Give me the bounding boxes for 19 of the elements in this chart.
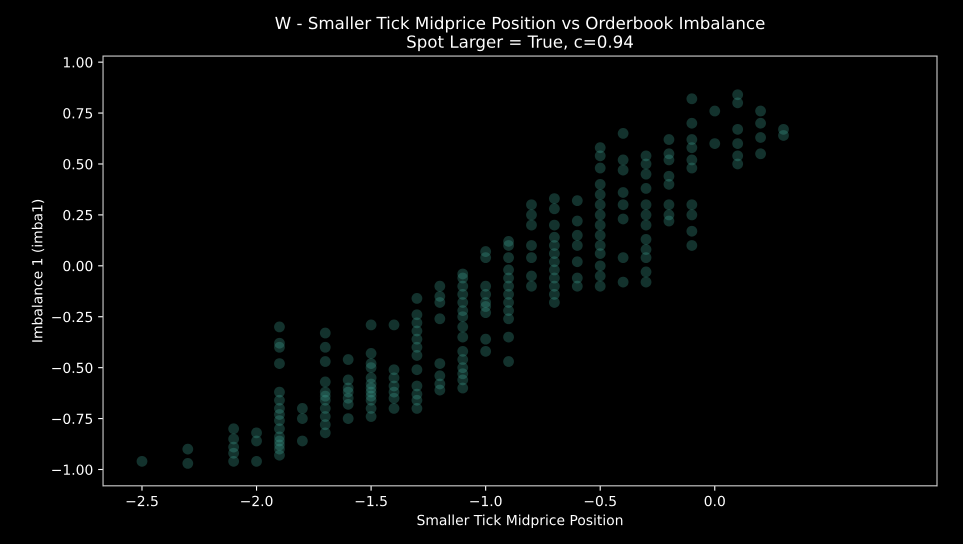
x-tick-label: −1.0 bbox=[470, 496, 502, 506]
y-tick-label: 0.00 bbox=[63, 260, 92, 272]
y-tick-label: −1.00 bbox=[52, 464, 92, 475]
y-tick-label: 0.25 bbox=[63, 210, 92, 220]
y-tick-label: 0.50 bbox=[63, 158, 92, 170]
x-tick-label: −0.5 bbox=[584, 496, 616, 506]
x-tick-label: 0.0 bbox=[704, 496, 725, 506]
x-axis-title: Smaller Tick Midprice Position bbox=[417, 514, 622, 528]
chart-subtitle: Spot Larger = True, c=0.94 bbox=[407, 35, 633, 52]
x-tick-label: −2.0 bbox=[241, 496, 272, 506]
chart-title: W - Smaller Tick Midprice Position vs Orderbook Imbalance bbox=[275, 16, 764, 32]
y-tick-label: 0.75 bbox=[63, 108, 92, 119]
y-axis-title: Imbalance 1 (imba1) bbox=[32, 200, 44, 342]
y-tick-label: 1.00 bbox=[64, 57, 92, 68]
y-tick-label: −0.50 bbox=[52, 362, 92, 374]
x-tick-label: −1.5 bbox=[356, 496, 387, 506]
y-tick-label: −0.75 bbox=[52, 414, 92, 424]
y-tick-label: −0.25 bbox=[52, 312, 92, 322]
x-tick-label: −2.5 bbox=[126, 496, 158, 506]
